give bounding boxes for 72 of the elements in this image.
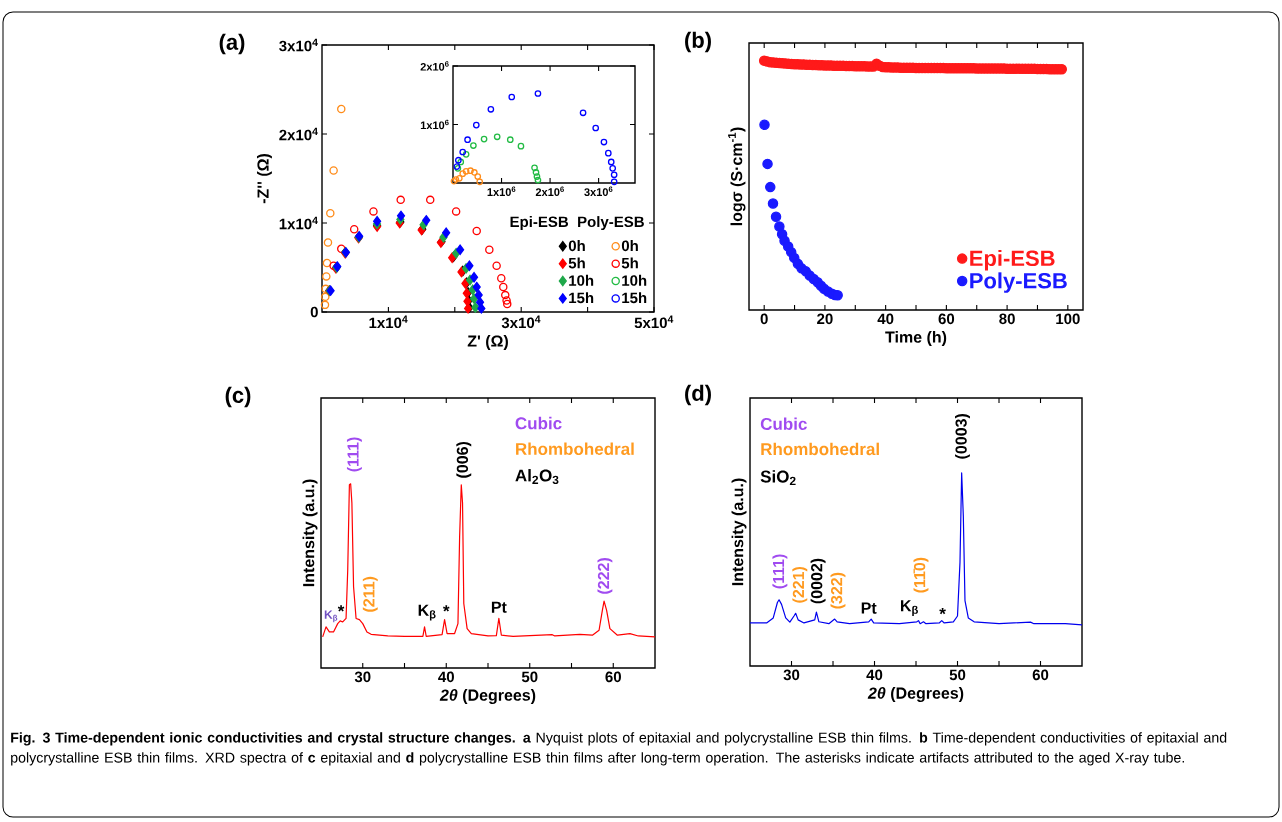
annotation: (111) xyxy=(772,554,788,589)
legend-label: Poly-ESB xyxy=(970,272,1067,293)
y-axis-title: Intensity (a.u.) xyxy=(302,479,318,587)
annotation: * xyxy=(939,607,946,615)
annotation: Al$_{2}$O$_{3}$ xyxy=(515,469,559,485)
annotation: Pt xyxy=(861,602,877,614)
text: Fig. 3 Time-dependent ionic conductivities and crystal structure changes. a Nyquist plots of epitaxial and polycrystalline ESB thin films. b Time-dependent conductivities of epitaxial and polycrystalline ESB thin films. XRD spectra of c epitaxial and d polycrystalline ESB thin films after long-term operation. The asterisks indicate artifacts attributed to the aged X-ray tube. xyxy=(11,732,1227,766)
x-tick-label: 1x10$^{6}$ xyxy=(487,186,516,196)
annotation: (222) xyxy=(597,558,613,594)
annotation: * xyxy=(337,605,345,612)
chart-title: (a) xyxy=(219,33,245,55)
annotation: (211) xyxy=(362,576,378,612)
text: (006) xyxy=(456,441,472,478)
x-tick-label: 60 xyxy=(1032,669,1049,681)
x-tick-label: 60 xyxy=(938,313,955,325)
legend-label: 10h xyxy=(569,274,594,286)
x-tick-label: 1x10$^{4}$ xyxy=(369,315,408,329)
legend-label: 5h xyxy=(568,257,585,269)
chart-title: (b) xyxy=(685,31,711,53)
x-tick-label: 2x10$^{6}$ xyxy=(535,186,564,196)
y-axis-title: Intensity (a.u.) xyxy=(731,478,747,586)
x-tick-label: 3x10$^{4}$ xyxy=(501,315,541,329)
x-axis-title: Time (h) xyxy=(885,331,947,346)
x-tick-label: 3x10$^{6}$ xyxy=(584,186,613,196)
x-tick-label: 0 xyxy=(760,313,768,325)
chart-title: (c) xyxy=(225,386,251,408)
x-tick-label: 60 xyxy=(605,671,621,683)
text: Rhombohedral xyxy=(761,442,879,456)
legend-label: 10h xyxy=(622,274,647,286)
legend-label: 15h xyxy=(622,292,647,304)
x-tick-label: 40 xyxy=(438,671,454,683)
annotation: (322) xyxy=(830,572,846,609)
chart-title: (d) xyxy=(685,384,711,406)
x-tick-label: 50 xyxy=(521,671,538,683)
y-axis-title: -Z'' (Ω) xyxy=(256,153,272,204)
annotation: (11̄0) xyxy=(913,557,929,593)
text: Cubic xyxy=(515,416,562,430)
legend-label: 5h xyxy=(621,257,638,269)
annotation: K$_{β}$ xyxy=(418,604,436,621)
x-tick-label: 80 xyxy=(999,313,1015,325)
x-axis-title: 2θ (Degrees) xyxy=(867,687,964,703)
x-tick-label: 50 xyxy=(949,669,966,681)
annotation: (0002) xyxy=(810,558,826,604)
text: Rhombohedral xyxy=(516,442,634,456)
text: (111) xyxy=(346,437,362,472)
x-tick-label: 100 xyxy=(1056,313,1080,325)
y-axis-title: logσ (S·cm$^{-1}$) xyxy=(728,127,746,226)
x-tick-label: 40 xyxy=(877,313,894,325)
annotation: SiO$_{2}$ xyxy=(760,470,796,486)
annotation: Epi-ESB xyxy=(510,216,569,231)
legend-label: 15h xyxy=(569,292,594,304)
legend-label: 0h xyxy=(621,240,638,252)
x-tick-label: 5x10$^{4}$ xyxy=(634,315,674,329)
legend-label: Epi-ESB xyxy=(970,249,1055,271)
text: Cubic xyxy=(760,417,807,430)
legend-label: 0h xyxy=(568,240,585,252)
x-tick-label: 20 xyxy=(817,313,833,325)
y-tick-label: 3x10$^{4}$ xyxy=(279,38,318,52)
x-tick-label: 30 xyxy=(354,671,371,683)
text: (0003) xyxy=(955,414,970,459)
x-axis-title: Z' (Ω) xyxy=(467,335,508,350)
annotation: (221) xyxy=(792,566,808,603)
x-tick-label: 30 xyxy=(783,669,800,681)
annotation: K$_{β}$ xyxy=(900,600,918,617)
y-tick-label: 2x10$^{4}$ xyxy=(279,127,318,141)
annotation: Pt xyxy=(491,601,507,613)
annotation: Poly-ESB xyxy=(578,216,644,231)
x-axis-title: 2θ (Degrees) xyxy=(439,689,536,705)
y-tick-label: 1x10$^{4}$ xyxy=(279,216,318,230)
annotation: K$_{β}$ xyxy=(324,610,338,623)
x-tick-label: 40 xyxy=(866,669,883,681)
annotation: * xyxy=(442,605,450,612)
